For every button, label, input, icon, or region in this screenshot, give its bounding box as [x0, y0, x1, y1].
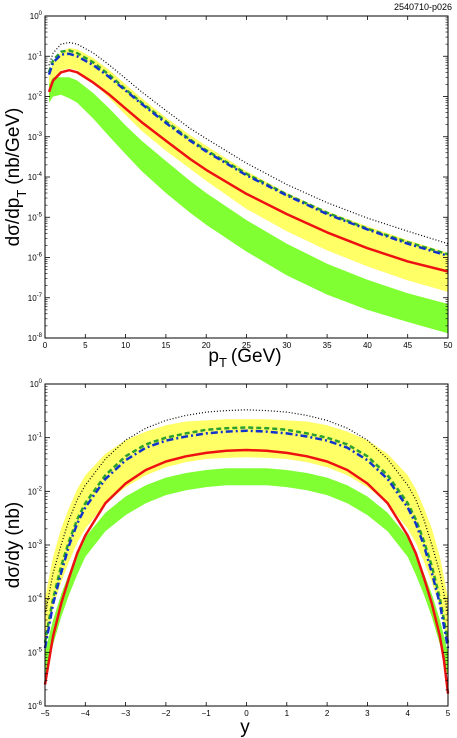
x-tick-label-0-10: 50: [444, 341, 453, 350]
y-tick-label-1-4: 10-4: [28, 594, 43, 604]
y-tick-label-1-3: 10-3: [28, 540, 43, 550]
x-tick-label-0-3: 15: [161, 341, 170, 350]
y-axis-label-y: dσ/dy(nb): [3, 502, 24, 588]
x-tick-label-0-1: 5: [83, 341, 88, 350]
plot-area-pt: [47, 41, 449, 334]
x-tick-label-1-8: 3: [365, 709, 370, 718]
y-tick-label-1-5: 10-5: [28, 647, 43, 657]
x-tick-label-1-1: −4: [81, 709, 91, 718]
axes-pt: 0 5 10 15 20 25 30 35 40 45 50 100 10-1 10-2 10-3 10-4 1…: [28, 11, 453, 350]
x-tick-label-1-4: −1: [202, 709, 212, 718]
x-tick-label-1-10: 5: [446, 709, 451, 718]
black-dotted-series-0: [48, 41, 449, 245]
y-tick-label-1-0: 100: [30, 379, 43, 389]
x-tick-label-1-0: −5: [40, 709, 50, 718]
y-tick-label-0-1: 10-1: [28, 51, 43, 61]
y-tick-label-0-0: 100: [30, 11, 43, 21]
y-axis-label-pt: dσ/dpT(nb/GeV): [3, 108, 29, 247]
y-tick-label-1-2: 10-2: [28, 486, 43, 496]
blue-curve-series-1: [43, 429, 450, 649]
y-tick-label-0-4: 10-4: [28, 172, 43, 182]
y-tick-label-1-6: 10-6: [28, 701, 43, 711]
yellow-band-1: [45, 419, 448, 649]
x-tick-label-0-6: 30: [282, 341, 291, 350]
x-axis-label-pt: pT (GeV): [208, 346, 281, 370]
bottom-chart-y: −5 −4 −3 −2 −1 0 1 2 3 4 5 100 10-1 10-2 10-3 10-4 10-5 1…: [3, 379, 451, 738]
green-band-0: [49, 77, 448, 334]
y-tick-label-0-8: 10-8: [28, 333, 43, 343]
x-tick-label-1-9: 4: [405, 709, 410, 718]
x-tick-label-0-5: 25: [242, 341, 251, 350]
plot-area-y: [43, 409, 450, 694]
x-tick-label-0-7: 35: [323, 341, 332, 350]
x-tick-label-0-8: 40: [363, 341, 372, 350]
red-curve-series-1: [43, 448, 450, 694]
y-tick-label-0-6: 10-6: [28, 253, 43, 263]
axes-y: −5 −4 −3 −2 −1 0 1 2 3 4 5 100 10-1 10-2 10-3 10-4 10-5 1…: [28, 379, 451, 718]
y-tick-label-0-5: 10-5: [28, 212, 43, 222]
red-curve-series-0: [47, 68, 449, 273]
y-tick-label-0-2: 10-2: [28, 92, 43, 102]
black-dotted-series-1: [44, 409, 449, 615]
x-tick-label-1-2: −3: [121, 709, 131, 718]
x-tick-label-0-9: 45: [403, 341, 412, 350]
x-tick-label-0-4: 20: [202, 341, 211, 350]
x-tick-label-0-2: 10: [121, 341, 130, 350]
y-tick-label-0-3: 10-3: [28, 132, 43, 142]
x-tick-label-1-6: 1: [285, 709, 290, 718]
top-chart-pt: 0 5 10 15 20 25 30 35 40 45 50 100 10-1 10-2 10-3 10-4 1…: [3, 11, 453, 370]
green-dashed-series-1: [43, 426, 450, 644]
x-tick-label-0-0: 0: [43, 341, 48, 350]
y-tick-label-1-1: 10-1: [28, 433, 43, 443]
blue-curve-series-0: [47, 52, 449, 257]
figure-id: 2540710-p026: [394, 2, 452, 12]
x-tick-label-1-7: 2: [325, 709, 330, 718]
x-tick-label-1-5: 0: [244, 709, 249, 718]
x-axis-label-y: y: [240, 717, 250, 738]
y-tick-label-0-7: 10-7: [28, 293, 43, 303]
x-tick-label-1-3: −2: [161, 709, 171, 718]
